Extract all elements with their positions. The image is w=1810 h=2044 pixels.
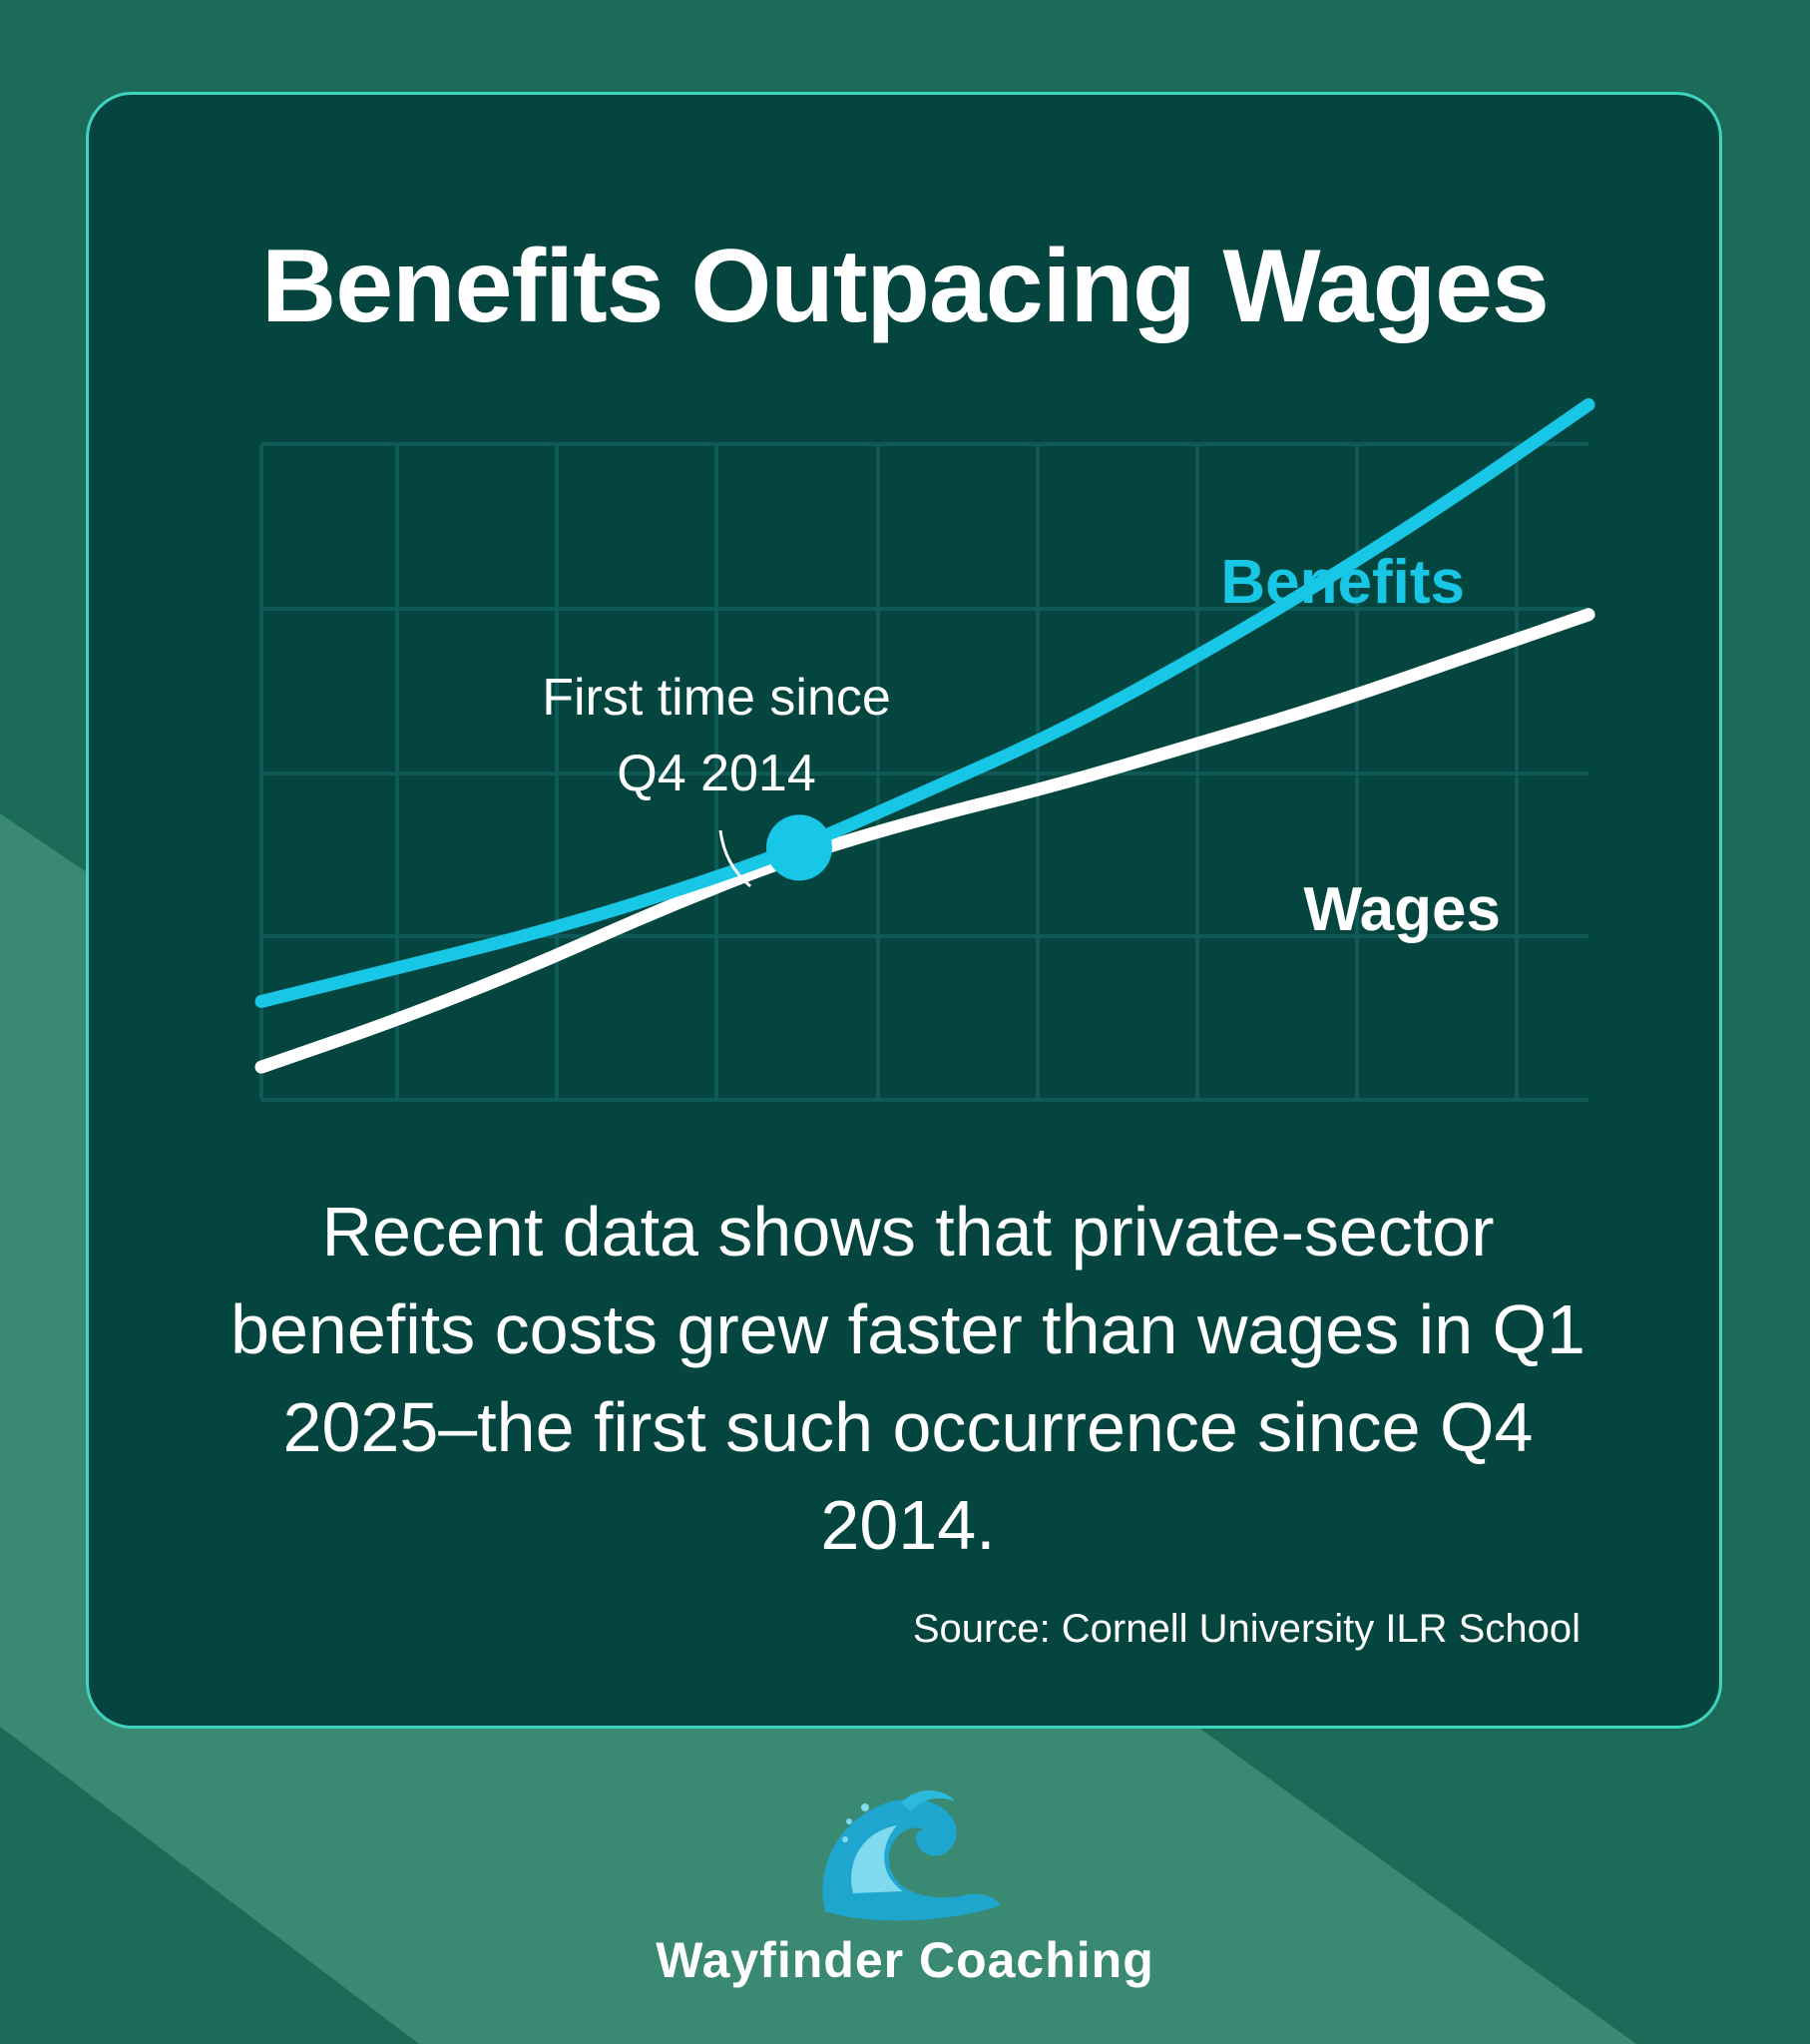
annotation-line-1: First time since: [542, 669, 891, 727]
brand-name: Wayfinder Coaching: [656, 1932, 1154, 1988]
chart-labels: Benefits Wages First time since Q4 2014: [542, 548, 1501, 944]
infographic-card: [86, 92, 1722, 1729]
crossover-point-marker: [766, 814, 832, 881]
brand-logo: [0, 1782, 1810, 1936]
series-label-wages: Wages: [1303, 875, 1501, 944]
series-line-benefits: [254, 398, 1595, 1008]
annotation-leader-line: [718, 829, 751, 888]
series-label-benefits: Benefits: [1220, 548, 1465, 617]
series-line-wages: [254, 608, 1595, 1074]
chart-grid: [259, 442, 1588, 1102]
bg-right-shape: [1197, 1727, 1810, 2044]
bg-corner-shape: [0, 1727, 419, 2044]
annotation-line-2: Q4 2014: [617, 745, 816, 802]
wave-logo-icon: [822, 1790, 1001, 1921]
chart-series: [254, 398, 1595, 1074]
description-paragraph: Recent data shows that private-sector be…: [230, 1193, 1585, 1564]
page-title: Benefits Outpacing Wages: [261, 229, 1550, 344]
source-citation: Source: Cornell University ILR School: [912, 1607, 1581, 1651]
